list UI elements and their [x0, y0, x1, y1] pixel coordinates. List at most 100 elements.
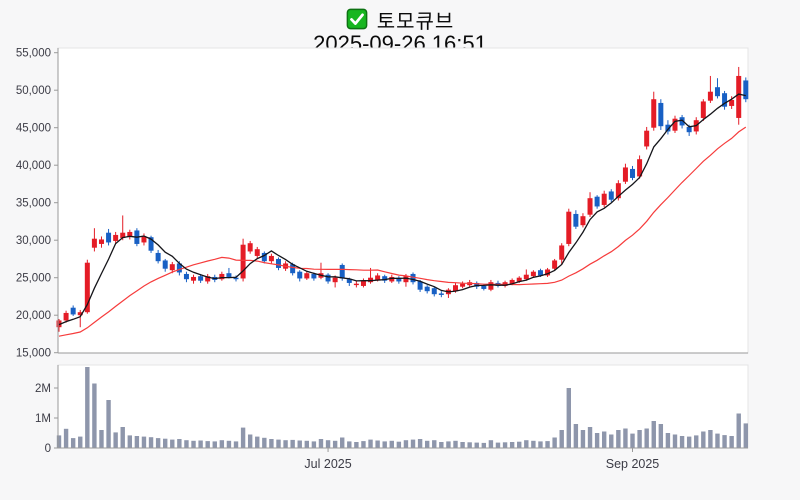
volume-bar [134, 436, 140, 448]
volume-bar [552, 437, 557, 448]
volume-bar [474, 442, 479, 448]
candle-up [304, 273, 310, 279]
volume-bar [417, 439, 423, 448]
candle-up [530, 271, 536, 277]
candle-up [615, 183, 621, 199]
ma-long-line [58, 126, 747, 337]
volume-axis-labels: 0 1M 2M [35, 383, 58, 455]
price-panel [57, 47, 749, 354]
price-tick-label: 45,000 [16, 123, 51, 135]
candle-down [481, 285, 487, 289]
candle-up [453, 285, 459, 292]
volume-tick-label: 1M [35, 413, 51, 425]
volume-bar [708, 430, 713, 448]
volume-bar [573, 424, 579, 448]
candle-up [729, 99, 735, 106]
volume-bars [56, 367, 748, 448]
candle-down [162, 260, 168, 269]
volume-bar [481, 442, 487, 448]
candle-down [665, 124, 671, 132]
volume-bar [439, 442, 444, 448]
volume-bar [325, 440, 331, 448]
candle-down [339, 264, 345, 279]
volume-bar [255, 436, 260, 448]
candle-up [219, 273, 225, 280]
candle-down [198, 276, 204, 281]
volume-bar [715, 433, 720, 448]
volume-bar [290, 439, 295, 448]
volume-bar [233, 441, 239, 448]
candle-up [91, 238, 97, 248]
volume-bar [679, 436, 685, 448]
volume-bar [191, 440, 196, 448]
candle-up [637, 159, 643, 177]
candle-up [77, 312, 83, 316]
volume-bar [340, 437, 345, 448]
volume-bar [148, 437, 154, 448]
volume-bar [311, 441, 317, 448]
candle-down [658, 102, 664, 127]
candle-up [84, 262, 90, 313]
chart-title-row: 토모큐브 [0, 6, 800, 33]
volume-bar [432, 440, 437, 448]
price-tick-label: 35,000 [16, 198, 51, 210]
candle-up [141, 236, 147, 243]
volume-bar [240, 427, 246, 448]
candle-down [297, 271, 303, 279]
candle-up [707, 91, 713, 101]
candle-up [56, 320, 62, 328]
volume-bar [163, 438, 168, 448]
volume-bar [247, 434, 253, 448]
candle-up [120, 232, 126, 238]
price-tick-label: 15,000 [16, 348, 51, 360]
volume-bar [630, 433, 635, 448]
volume-bar [99, 430, 104, 448]
candle-up [247, 243, 253, 252]
volume-bar [729, 436, 734, 448]
stock-name: 토모큐브 [376, 10, 455, 33]
volume-bar [269, 439, 274, 448]
candle-up [63, 312, 69, 321]
volume-bar [502, 442, 508, 448]
candle-down [608, 191, 614, 200]
candle-up [566, 211, 572, 244]
volume-bar [120, 427, 125, 448]
candle-up [651, 99, 657, 128]
volume-bar [538, 441, 543, 448]
candle-up [736, 75, 742, 118]
candle-up [559, 245, 565, 260]
price-tick-label: 55,000 [16, 48, 51, 60]
candle-up [127, 231, 133, 237]
candle-down [148, 237, 154, 251]
candle-down [325, 274, 331, 282]
volume-bar [304, 440, 310, 448]
candle-up [191, 276, 197, 281]
candle-up [403, 276, 409, 283]
volume-bar [297, 440, 302, 448]
candle-up [254, 249, 260, 256]
volume-bar [368, 439, 373, 448]
price-tick-label: 40,000 [16, 160, 51, 172]
candle-down [382, 276, 388, 281]
candle-up [368, 277, 374, 283]
candle-up [516, 277, 522, 282]
volume-bar [262, 437, 267, 448]
volume-bar [205, 441, 210, 448]
volume-bar [219, 440, 225, 448]
candle-down [183, 273, 189, 280]
candle-up [353, 283, 359, 286]
candle-up [460, 283, 466, 287]
volume-bar [623, 428, 628, 448]
candle-down [424, 286, 430, 292]
volume-bar [672, 434, 678, 448]
candle-down [594, 196, 600, 207]
candle-up [268, 255, 274, 262]
volume-bar [587, 427, 593, 448]
volume-bar [559, 430, 564, 448]
volume-bar [332, 440, 338, 448]
month-tick-label: Jul 2025 [304, 457, 351, 471]
time-axis-labels: Jul 2025 Sep 2025 [304, 448, 659, 471]
volume-bar [361, 441, 366, 448]
volume-bar [382, 441, 387, 448]
